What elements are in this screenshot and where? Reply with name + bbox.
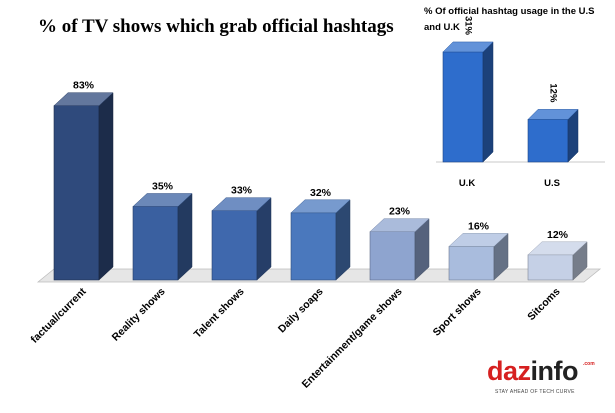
chart-title: % of TV shows which grab official hashta… [38, 16, 394, 37]
inset-chart: 31% U.K 12% U.S [436, 16, 605, 189]
bar-1 [53, 92, 114, 281]
category-label: Reality shows [110, 286, 168, 344]
inset-bar-value-label: 12% [547, 83, 558, 103]
category-label: Talent shows [192, 286, 247, 341]
bar-value-label: 16% [468, 220, 490, 232]
inset-bar-2 [527, 108, 579, 163]
inset-bar-value-label: 31% [462, 16, 473, 36]
logo-part1: daz [487, 356, 531, 386]
bar-value-label: 12% [547, 229, 569, 241]
bar-value-label: 35% [152, 181, 174, 193]
bar-2 [132, 192, 193, 281]
category-label: factual/current [29, 285, 89, 345]
main-chart-bars [53, 92, 588, 281]
category-label: Sitcoms [525, 286, 562, 323]
inset-bar-1 [442, 41, 494, 163]
bar-6 [448, 232, 509, 281]
bar-5 [369, 218, 430, 281]
logo-part2: info [530, 356, 579, 386]
logo-tagline: STAY AHEAD OF TECH CURVE [495, 389, 575, 395]
bar-4 [290, 199, 351, 281]
inset-chart-title: % Of official hashtag usage in the U.S a… [424, 6, 595, 33]
bar-7 [527, 241, 588, 281]
bar-value-label: 33% [231, 185, 253, 197]
bar-value-label: 32% [310, 187, 332, 199]
bar-value-label: 83% [73, 80, 95, 92]
dazeinfo-logo: dazinfo .com STAY AHEAD OF TECH CURVE [487, 355, 607, 407]
category-label: Sport shows [431, 286, 484, 339]
bar-3 [211, 197, 272, 281]
inset-category-label: U.K [459, 178, 476, 189]
inset-category-label: U.S [544, 178, 560, 189]
bar-value-label: 23% [389, 206, 411, 218]
category-label: Daily soaps [276, 286, 326, 336]
logo-com: .com [583, 361, 595, 367]
